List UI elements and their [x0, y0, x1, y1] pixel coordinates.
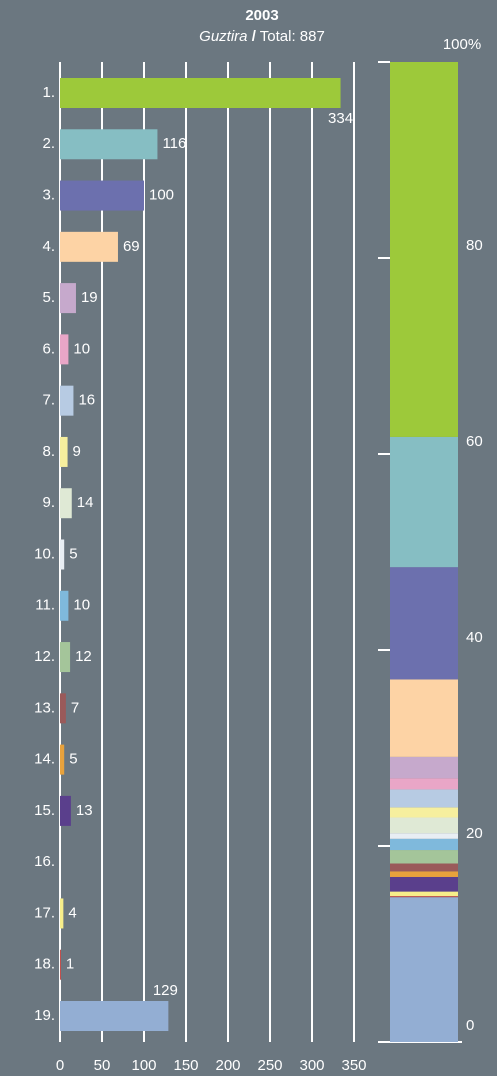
- y-tick-label: 17.: [34, 904, 55, 921]
- x-tick-label: 300: [299, 1057, 324, 1074]
- value-label: 12: [75, 648, 92, 665]
- stack-segment: [390, 567, 458, 680]
- stack-segment: [390, 789, 458, 808]
- bar: [60, 744, 65, 775]
- value-label: 16: [78, 392, 95, 409]
- stack-segment: [390, 817, 458, 834]
- bar: [60, 539, 65, 570]
- bar: [60, 949, 61, 980]
- value-label: 5: [69, 751, 77, 768]
- y-tick-label: 100%: [443, 36, 481, 53]
- bar: [60, 385, 74, 416]
- bar: [60, 488, 72, 519]
- value-label: 116: [162, 135, 186, 152]
- bar: [60, 283, 76, 314]
- stack-segment: [390, 833, 458, 839]
- y-tick-label: 1.: [42, 84, 55, 101]
- value-label: 19: [81, 289, 98, 306]
- stack-segment: [390, 871, 458, 877]
- value-label: 100: [149, 187, 174, 204]
- stack-segment: [390, 679, 458, 757]
- stack-segment: [390, 436, 458, 568]
- subtitle-part: Total: 887: [260, 28, 325, 45]
- stack-segment: [390, 756, 458, 779]
- stack-segment: [390, 896, 458, 898]
- y-tick-label: 80: [466, 237, 483, 254]
- x-tick-label: 0: [56, 1057, 64, 1074]
- y-tick-label: 7.: [42, 392, 55, 409]
- bar: [60, 180, 144, 211]
- chart-title: 2003: [245, 7, 278, 24]
- subtitle-part: Guztira: [199, 28, 247, 45]
- bar: [60, 436, 68, 467]
- value-label: 7: [71, 699, 79, 716]
- y-tick-label: 8.: [42, 443, 55, 460]
- y-tick-label: 2.: [42, 135, 55, 152]
- y-tick-label: 3.: [42, 187, 55, 204]
- stack-segment: [390, 807, 458, 818]
- x-tick-label: 350: [341, 1057, 366, 1074]
- y-tick-label: 5.: [42, 289, 55, 306]
- y-tick-label: 13.: [34, 699, 55, 716]
- stack-segment: [390, 62, 458, 437]
- y-tick-label: 11.: [35, 597, 55, 614]
- y-tick-label: 60: [466, 433, 483, 450]
- bar: [60, 898, 64, 929]
- value-label: 69: [123, 238, 140, 255]
- y-tick-label: 14.: [34, 751, 55, 768]
- value-label: 14: [77, 494, 94, 511]
- y-tick-label: 15.: [34, 802, 55, 819]
- bar: [60, 129, 158, 160]
- bar: [60, 231, 118, 262]
- stack-segment: [390, 778, 458, 790]
- y-tick-label: 4.: [42, 238, 55, 255]
- stack-segment: [390, 838, 458, 851]
- bar: [60, 1001, 169, 1031]
- y-tick-label: 12.: [34, 648, 55, 665]
- x-tick-label: 100: [131, 1057, 156, 1074]
- y-tick-label: 10.: [34, 545, 55, 562]
- y-tick-label: 19.: [34, 1007, 55, 1024]
- y-tick-label: 40: [466, 629, 483, 646]
- subtitle-part: /: [252, 28, 257, 45]
- x-tick-label: 200: [215, 1057, 240, 1074]
- stack-segment: [390, 891, 458, 897]
- y-tick-label: 16.: [34, 853, 55, 870]
- value-label: 5: [69, 545, 77, 562]
- chart-subtitle: Guztira / Total: 887: [199, 28, 325, 45]
- bar: [60, 642, 71, 673]
- stack-segment: [390, 850, 458, 864]
- y-tick-label: 0: [466, 1017, 474, 1034]
- value-label: 334: [328, 110, 353, 127]
- value-label: 10: [73, 597, 90, 614]
- y-tick-label: 6.: [42, 340, 55, 357]
- bar: [60, 590, 69, 621]
- value-label: 9: [73, 443, 81, 460]
- x-tick-label: 150: [173, 1057, 198, 1074]
- bar: [60, 334, 69, 365]
- y-tick-label: 18.: [34, 956, 55, 973]
- stack-segment: [390, 876, 458, 892]
- y-tick-label: 9.: [42, 494, 55, 511]
- bar: [60, 693, 66, 724]
- bar: [60, 795, 71, 826]
- bar: [60, 78, 341, 108]
- value-label: 129: [153, 982, 178, 999]
- value-label: 13: [76, 802, 93, 819]
- stack-segment: [390, 863, 458, 872]
- x-tick-label: 250: [257, 1057, 282, 1074]
- value-label: 10: [73, 340, 90, 357]
- value-label: 1: [66, 956, 74, 973]
- x-tick-label: 50: [94, 1057, 111, 1074]
- y-tick-label: 20: [466, 825, 483, 842]
- stack-segment: [390, 897, 458, 1042]
- value-label: 4: [68, 904, 76, 921]
